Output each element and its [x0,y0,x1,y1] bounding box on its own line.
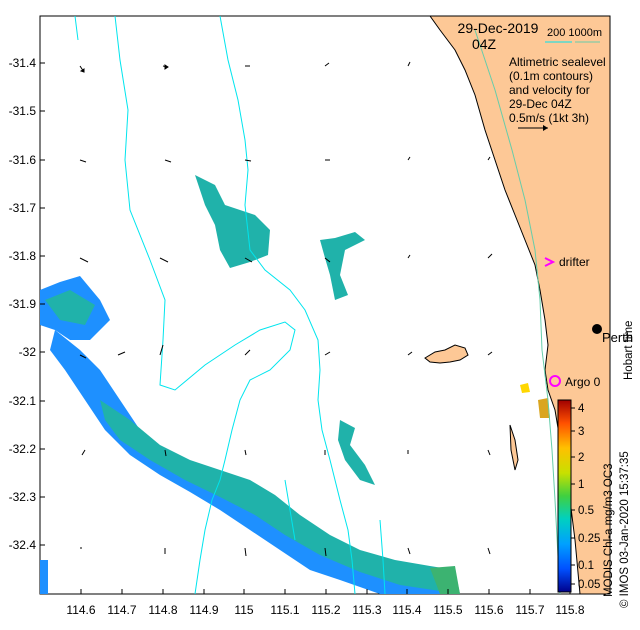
drifter-label: drifter [559,255,590,269]
garden-island [509,424,519,471]
y-tick-label: -31.5 [9,104,37,118]
title-time: 04Z [472,36,497,52]
x-tick-label: 115.1 [270,603,299,617]
x-tick-label: 115.3 [352,603,381,617]
colorbar: 4 3 2 1 0.5 0.25 0.1 0.05 [557,399,600,593]
svg-text:29-Dec 04Z: 29-Dec 04Z [509,97,572,111]
y-tick-label: -32.1 [9,394,37,408]
y-axis: -31.4 -31.5 -31.6 -31.7 -31.8 -31.9 -32 … [9,56,45,552]
x-tick-label: 114.6 [66,603,95,617]
y-tick-label: -32 [19,345,37,359]
x-tick-label: 114.8 [148,603,177,617]
colorbar-tick: 1 [578,479,584,491]
velocity-arrows [79,61,493,557]
perth-label: Perth [602,330,633,345]
svg-text:(0.1m contours): (0.1m contours) [509,69,593,83]
y-tick-label: -31.8 [9,249,37,263]
argo-marker [549,375,561,387]
x-tick-label: 115 [234,603,253,617]
isobath-200 [474,29,561,594]
colorbar-tick: 0.25 [578,533,600,545]
colorbar-tick: 4 [578,403,585,415]
x-tick-label: 115.5 [433,603,462,617]
title-date: 29-Dec-2019 [458,20,539,36]
y-tick-label: -31.9 [9,297,37,311]
x-tick-label: 115.6 [474,603,503,617]
x-tick-label: 114.7 [107,603,136,617]
colorbar-title: MODIS Chl-a mg/m3 OC3 [603,463,615,597]
y-tick-label: -32.3 [9,490,37,504]
sealevel-contours [74,16,386,594]
drifter-marker [544,257,556,267]
depth-legend-label: 200 1000m [547,27,602,39]
svg-text:0.5m/s (1kt 3h): 0.5m/s (1kt 3h) [509,111,589,125]
svg-text:and velocity for: and velocity for [509,83,590,97]
y-tick-label: -32.4 [9,538,37,552]
x-tick-label: 115.2 [311,603,340,617]
x-tick-label: 115.4 [392,603,421,617]
rottnest-island [424,344,469,364]
x-axis: 114.6 114.7 114.8 114.9 115 115.1 115.2 … [66,589,585,617]
perth-marker [592,324,602,334]
hobart-time-label: Hobart time [623,321,635,380]
colorbar-tick: 2 [578,452,584,464]
legend-text: Altimetric sealevel (0.1m contours) and … [509,55,606,125]
y-tick-label: -31.4 [9,56,37,70]
colorbar-tick: 0.5 [578,505,594,517]
x-tick-label: 114.9 [189,603,218,617]
svg-text:Altimetric sealevel: Altimetric sealevel [509,55,606,69]
colorbar-tick: 0.1 [578,560,594,572]
credit-label: © IMOS 03-Jan-2020 15:37:35 [619,451,631,608]
y-tick-label: -31.6 [9,153,37,167]
x-tick-label: 115.7 [515,603,544,617]
x-tick-label: 115.8 [555,603,584,617]
argo-label: Argo 0 [565,375,601,389]
y-tick-label: -31.7 [9,201,37,215]
y-tick-label: -32.2 [9,442,37,456]
colorbar-tick: 3 [578,426,584,438]
colorbar-tick: 0.05 [578,579,600,591]
chlorophyll-layer [40,175,550,594]
